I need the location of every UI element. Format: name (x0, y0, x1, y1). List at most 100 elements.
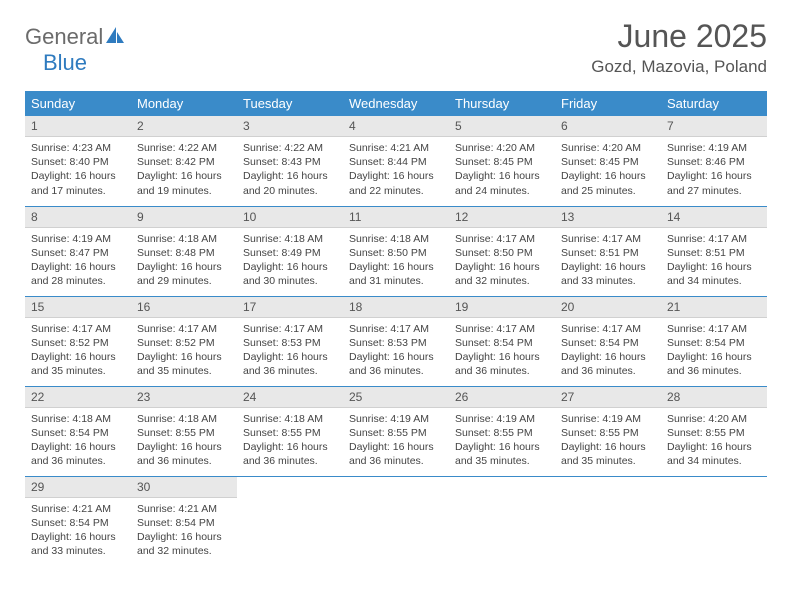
day-details: Sunrise: 4:17 AMSunset: 8:50 PMDaylight:… (449, 228, 555, 295)
logo-part1: General (25, 24, 103, 49)
day-details: Sunrise: 4:20 AMSunset: 8:45 PMDaylight:… (449, 137, 555, 204)
calendar-cell: 1Sunrise: 4:23 AMSunset: 8:40 PMDaylight… (25, 116, 131, 206)
day-number: 7 (661, 116, 767, 137)
calendar-row: 15Sunrise: 4:17 AMSunset: 8:52 PMDayligh… (25, 296, 767, 386)
day-details: Sunrise: 4:18 AMSunset: 8:55 PMDaylight:… (131, 408, 237, 475)
day-details: Sunrise: 4:17 AMSunset: 8:52 PMDaylight:… (25, 318, 131, 385)
calendar-cell: 4Sunrise: 4:21 AMSunset: 8:44 PMDaylight… (343, 116, 449, 206)
calendar-row: 8Sunrise: 4:19 AMSunset: 8:47 PMDaylight… (25, 206, 767, 296)
calendar-cell: 5Sunrise: 4:20 AMSunset: 8:45 PMDaylight… (449, 116, 555, 206)
day-details: Sunrise: 4:22 AMSunset: 8:43 PMDaylight:… (237, 137, 343, 204)
day-number: 13 (555, 207, 661, 228)
day-details: Sunrise: 4:21 AMSunset: 8:54 PMDaylight:… (131, 498, 237, 565)
day-number: 27 (555, 387, 661, 408)
day-number: 23 (131, 387, 237, 408)
day-number: 16 (131, 297, 237, 318)
calendar-cell: 22Sunrise: 4:18 AMSunset: 8:54 PMDayligh… (25, 386, 131, 476)
day-details: Sunrise: 4:17 AMSunset: 8:51 PMDaylight:… (555, 228, 661, 295)
calendar-cell: 23Sunrise: 4:18 AMSunset: 8:55 PMDayligh… (131, 386, 237, 476)
calendar-cell: 13Sunrise: 4:17 AMSunset: 8:51 PMDayligh… (555, 206, 661, 296)
day-details: Sunrise: 4:20 AMSunset: 8:45 PMDaylight:… (555, 137, 661, 204)
calendar-cell: 11Sunrise: 4:18 AMSunset: 8:50 PMDayligh… (343, 206, 449, 296)
day-number: 20 (555, 297, 661, 318)
day-number: 6 (555, 116, 661, 137)
day-details: Sunrise: 4:18 AMSunset: 8:50 PMDaylight:… (343, 228, 449, 295)
calendar-cell: 28Sunrise: 4:20 AMSunset: 8:55 PMDayligh… (661, 386, 767, 476)
calendar-cell (555, 476, 661, 566)
weekday-header: Saturday (661, 91, 767, 116)
day-details: Sunrise: 4:17 AMSunset: 8:51 PMDaylight:… (661, 228, 767, 295)
day-details: Sunrise: 4:19 AMSunset: 8:55 PMDaylight:… (343, 408, 449, 475)
weekday-header: Friday (555, 91, 661, 116)
weekday-header-row: Sunday Monday Tuesday Wednesday Thursday… (25, 91, 767, 116)
day-details: Sunrise: 4:18 AMSunset: 8:49 PMDaylight:… (237, 228, 343, 295)
calendar-cell: 3Sunrise: 4:22 AMSunset: 8:43 PMDaylight… (237, 116, 343, 206)
weekday-header: Wednesday (343, 91, 449, 116)
calendar-cell: 29Sunrise: 4:21 AMSunset: 8:54 PMDayligh… (25, 476, 131, 566)
calendar-row: 1Sunrise: 4:23 AMSunset: 8:40 PMDaylight… (25, 116, 767, 206)
calendar-cell: 16Sunrise: 4:17 AMSunset: 8:52 PMDayligh… (131, 296, 237, 386)
logo-sail-icon (105, 26, 125, 44)
day-number: 22 (25, 387, 131, 408)
day-number: 15 (25, 297, 131, 318)
logo-part2: Blue (43, 50, 87, 75)
calendar-cell: 2Sunrise: 4:22 AMSunset: 8:42 PMDaylight… (131, 116, 237, 206)
day-details: Sunrise: 4:19 AMSunset: 8:55 PMDaylight:… (555, 408, 661, 475)
day-number: 19 (449, 297, 555, 318)
day-details: Sunrise: 4:18 AMSunset: 8:48 PMDaylight:… (131, 228, 237, 295)
logo-text: General Blue (25, 24, 125, 76)
day-number: 14 (661, 207, 767, 228)
calendar-cell: 30Sunrise: 4:21 AMSunset: 8:54 PMDayligh… (131, 476, 237, 566)
calendar-cell: 9Sunrise: 4:18 AMSunset: 8:48 PMDaylight… (131, 206, 237, 296)
calendar-cell: 15Sunrise: 4:17 AMSunset: 8:52 PMDayligh… (25, 296, 131, 386)
calendar-cell: 12Sunrise: 4:17 AMSunset: 8:50 PMDayligh… (449, 206, 555, 296)
day-number: 18 (343, 297, 449, 318)
calendar-body: 1Sunrise: 4:23 AMSunset: 8:40 PMDaylight… (25, 116, 767, 566)
weekday-header: Tuesday (237, 91, 343, 116)
day-number: 2 (131, 116, 237, 137)
day-details: Sunrise: 4:19 AMSunset: 8:47 PMDaylight:… (25, 228, 131, 295)
calendar-cell (237, 476, 343, 566)
day-details: Sunrise: 4:17 AMSunset: 8:54 PMDaylight:… (449, 318, 555, 385)
day-details: Sunrise: 4:17 AMSunset: 8:52 PMDaylight:… (131, 318, 237, 385)
calendar-cell (343, 476, 449, 566)
day-details: Sunrise: 4:17 AMSunset: 8:53 PMDaylight:… (237, 318, 343, 385)
calendar-cell: 8Sunrise: 4:19 AMSunset: 8:47 PMDaylight… (25, 206, 131, 296)
day-number: 30 (131, 477, 237, 498)
weekday-header: Sunday (25, 91, 131, 116)
day-details: Sunrise: 4:17 AMSunset: 8:53 PMDaylight:… (343, 318, 449, 385)
day-number: 12 (449, 207, 555, 228)
calendar-row: 22Sunrise: 4:18 AMSunset: 8:54 PMDayligh… (25, 386, 767, 476)
day-details: Sunrise: 4:17 AMSunset: 8:54 PMDaylight:… (661, 318, 767, 385)
day-number: 9 (131, 207, 237, 228)
day-number: 8 (25, 207, 131, 228)
calendar-cell: 10Sunrise: 4:18 AMSunset: 8:49 PMDayligh… (237, 206, 343, 296)
calendar-cell: 6Sunrise: 4:20 AMSunset: 8:45 PMDaylight… (555, 116, 661, 206)
calendar-cell: 25Sunrise: 4:19 AMSunset: 8:55 PMDayligh… (343, 386, 449, 476)
weekday-header: Monday (131, 91, 237, 116)
day-number: 1 (25, 116, 131, 137)
calendar-cell: 24Sunrise: 4:18 AMSunset: 8:55 PMDayligh… (237, 386, 343, 476)
day-number: 10 (237, 207, 343, 228)
calendar-cell: 18Sunrise: 4:17 AMSunset: 8:53 PMDayligh… (343, 296, 449, 386)
month-title: June 2025 (591, 18, 767, 55)
day-number: 21 (661, 297, 767, 318)
calendar-table: Sunday Monday Tuesday Wednesday Thursday… (25, 91, 767, 566)
day-details: Sunrise: 4:18 AMSunset: 8:54 PMDaylight:… (25, 408, 131, 475)
calendar-cell: 21Sunrise: 4:17 AMSunset: 8:54 PMDayligh… (661, 296, 767, 386)
day-details: Sunrise: 4:19 AMSunset: 8:46 PMDaylight:… (661, 137, 767, 204)
calendar-row: 29Sunrise: 4:21 AMSunset: 8:54 PMDayligh… (25, 476, 767, 566)
day-details: Sunrise: 4:21 AMSunset: 8:54 PMDaylight:… (25, 498, 131, 565)
day-number: 24 (237, 387, 343, 408)
day-details: Sunrise: 4:23 AMSunset: 8:40 PMDaylight:… (25, 137, 131, 204)
day-number: 25 (343, 387, 449, 408)
calendar-cell: 17Sunrise: 4:17 AMSunset: 8:53 PMDayligh… (237, 296, 343, 386)
day-number: 5 (449, 116, 555, 137)
day-details: Sunrise: 4:22 AMSunset: 8:42 PMDaylight:… (131, 137, 237, 204)
location: Gozd, Mazovia, Poland (591, 57, 767, 77)
day-number: 28 (661, 387, 767, 408)
day-number: 4 (343, 116, 449, 137)
day-details: Sunrise: 4:20 AMSunset: 8:55 PMDaylight:… (661, 408, 767, 475)
calendar-cell: 26Sunrise: 4:19 AMSunset: 8:55 PMDayligh… (449, 386, 555, 476)
day-number: 3 (237, 116, 343, 137)
